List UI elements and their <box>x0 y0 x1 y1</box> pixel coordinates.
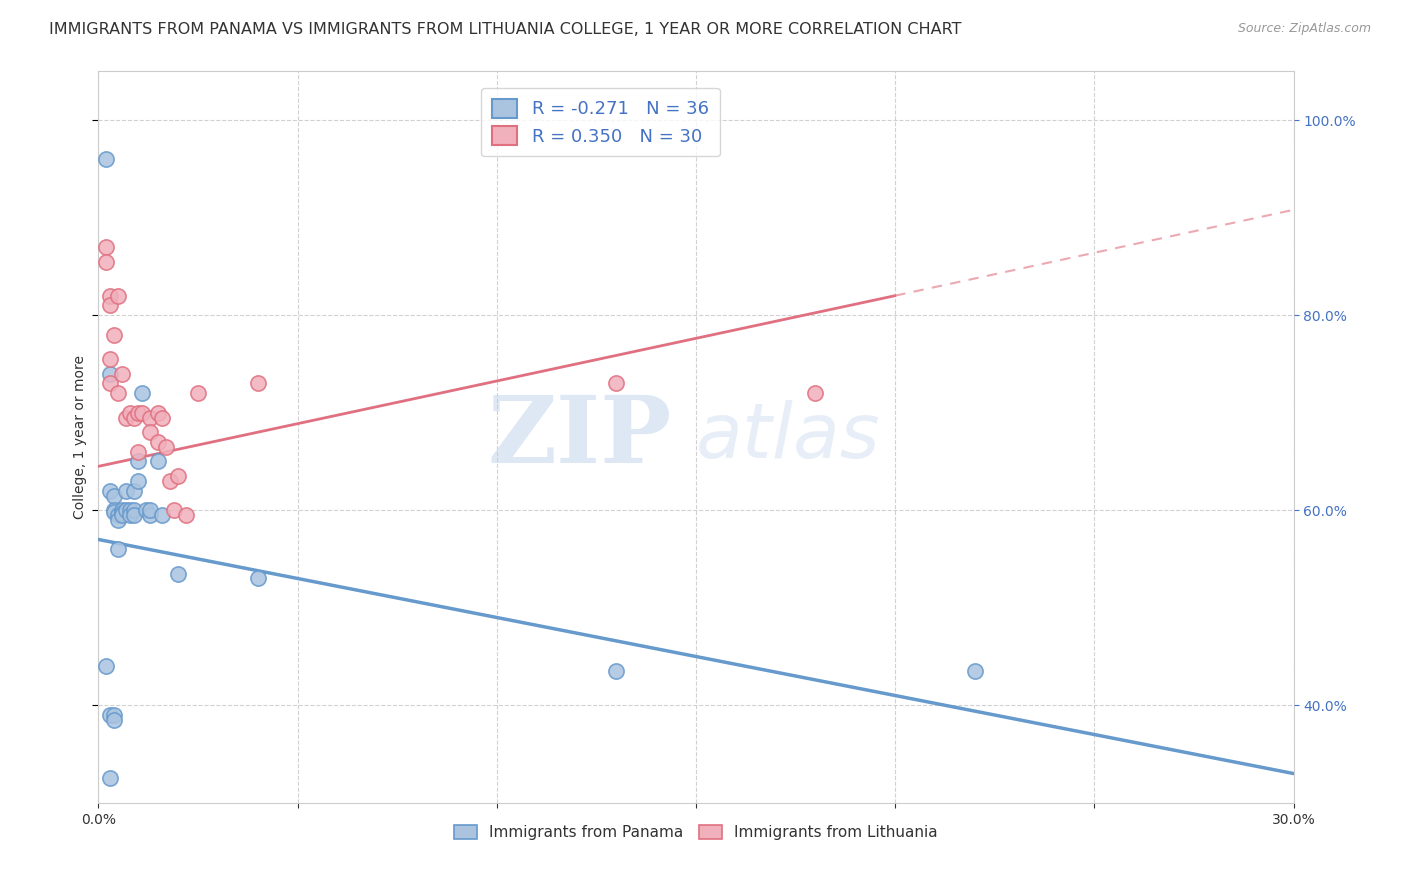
Point <box>96 152 118 166</box>
Point <box>148 434 170 449</box>
Point <box>96 659 118 673</box>
Point <box>167 469 190 483</box>
Point <box>127 406 149 420</box>
Point <box>107 542 129 557</box>
Point <box>107 508 129 522</box>
Point <box>103 708 125 723</box>
Point <box>115 410 138 425</box>
Point <box>246 572 269 586</box>
Point <box>98 298 122 312</box>
Point <box>131 406 153 420</box>
Point <box>159 474 181 488</box>
Point <box>111 508 134 522</box>
Point <box>163 503 186 517</box>
Text: Source: ZipAtlas.com: Source: ZipAtlas.com <box>1237 22 1371 36</box>
Point <box>111 367 134 381</box>
Point <box>107 386 129 401</box>
Text: ZIP: ZIP <box>488 392 672 482</box>
Point <box>139 508 162 522</box>
Point <box>103 489 125 503</box>
Point <box>174 508 197 522</box>
Point <box>150 410 173 425</box>
Point <box>115 483 138 498</box>
Point <box>148 406 170 420</box>
Point <box>127 474 149 488</box>
Point <box>120 406 142 420</box>
Point <box>124 410 146 425</box>
Point <box>98 288 122 302</box>
Point <box>124 503 146 517</box>
Point <box>124 508 146 522</box>
Point <box>103 505 125 519</box>
Point <box>148 454 170 468</box>
Point <box>98 367 122 381</box>
Point <box>111 506 134 520</box>
Point <box>107 288 129 302</box>
Point <box>150 508 173 522</box>
Point <box>98 352 122 367</box>
Point <box>124 483 146 498</box>
Point <box>107 513 129 527</box>
Point <box>127 444 149 458</box>
Point <box>155 440 177 454</box>
Point <box>135 503 157 517</box>
Point <box>103 503 125 517</box>
Point <box>98 708 122 723</box>
Point <box>98 376 122 391</box>
Point <box>120 503 142 517</box>
Y-axis label: College, 1 year or more: College, 1 year or more <box>73 355 87 519</box>
Point <box>96 254 118 268</box>
Point <box>139 410 162 425</box>
Text: IMMIGRANTS FROM PANAMA VS IMMIGRANTS FROM LITHUANIA COLLEGE, 1 YEAR OR MORE CORR: IMMIGRANTS FROM PANAMA VS IMMIGRANTS FRO… <box>49 22 962 37</box>
Point <box>187 386 209 401</box>
Point <box>111 503 134 517</box>
Point <box>605 376 627 391</box>
Point <box>131 386 153 401</box>
Point <box>139 425 162 440</box>
Point <box>963 664 986 678</box>
Point <box>804 386 827 401</box>
Point <box>246 376 269 391</box>
Point <box>139 503 162 517</box>
Point <box>115 503 138 517</box>
Point <box>167 566 190 581</box>
Point <box>120 508 142 522</box>
Text: atlas: atlas <box>696 401 880 474</box>
Point <box>98 772 122 786</box>
Point <box>103 713 125 727</box>
Point <box>98 483 122 498</box>
Point <box>96 240 118 254</box>
Point <box>127 454 149 468</box>
Point <box>605 664 627 678</box>
Point <box>103 327 125 342</box>
Legend: Immigrants from Panama, Immigrants from Lithuania: Immigrants from Panama, Immigrants from … <box>449 819 943 847</box>
